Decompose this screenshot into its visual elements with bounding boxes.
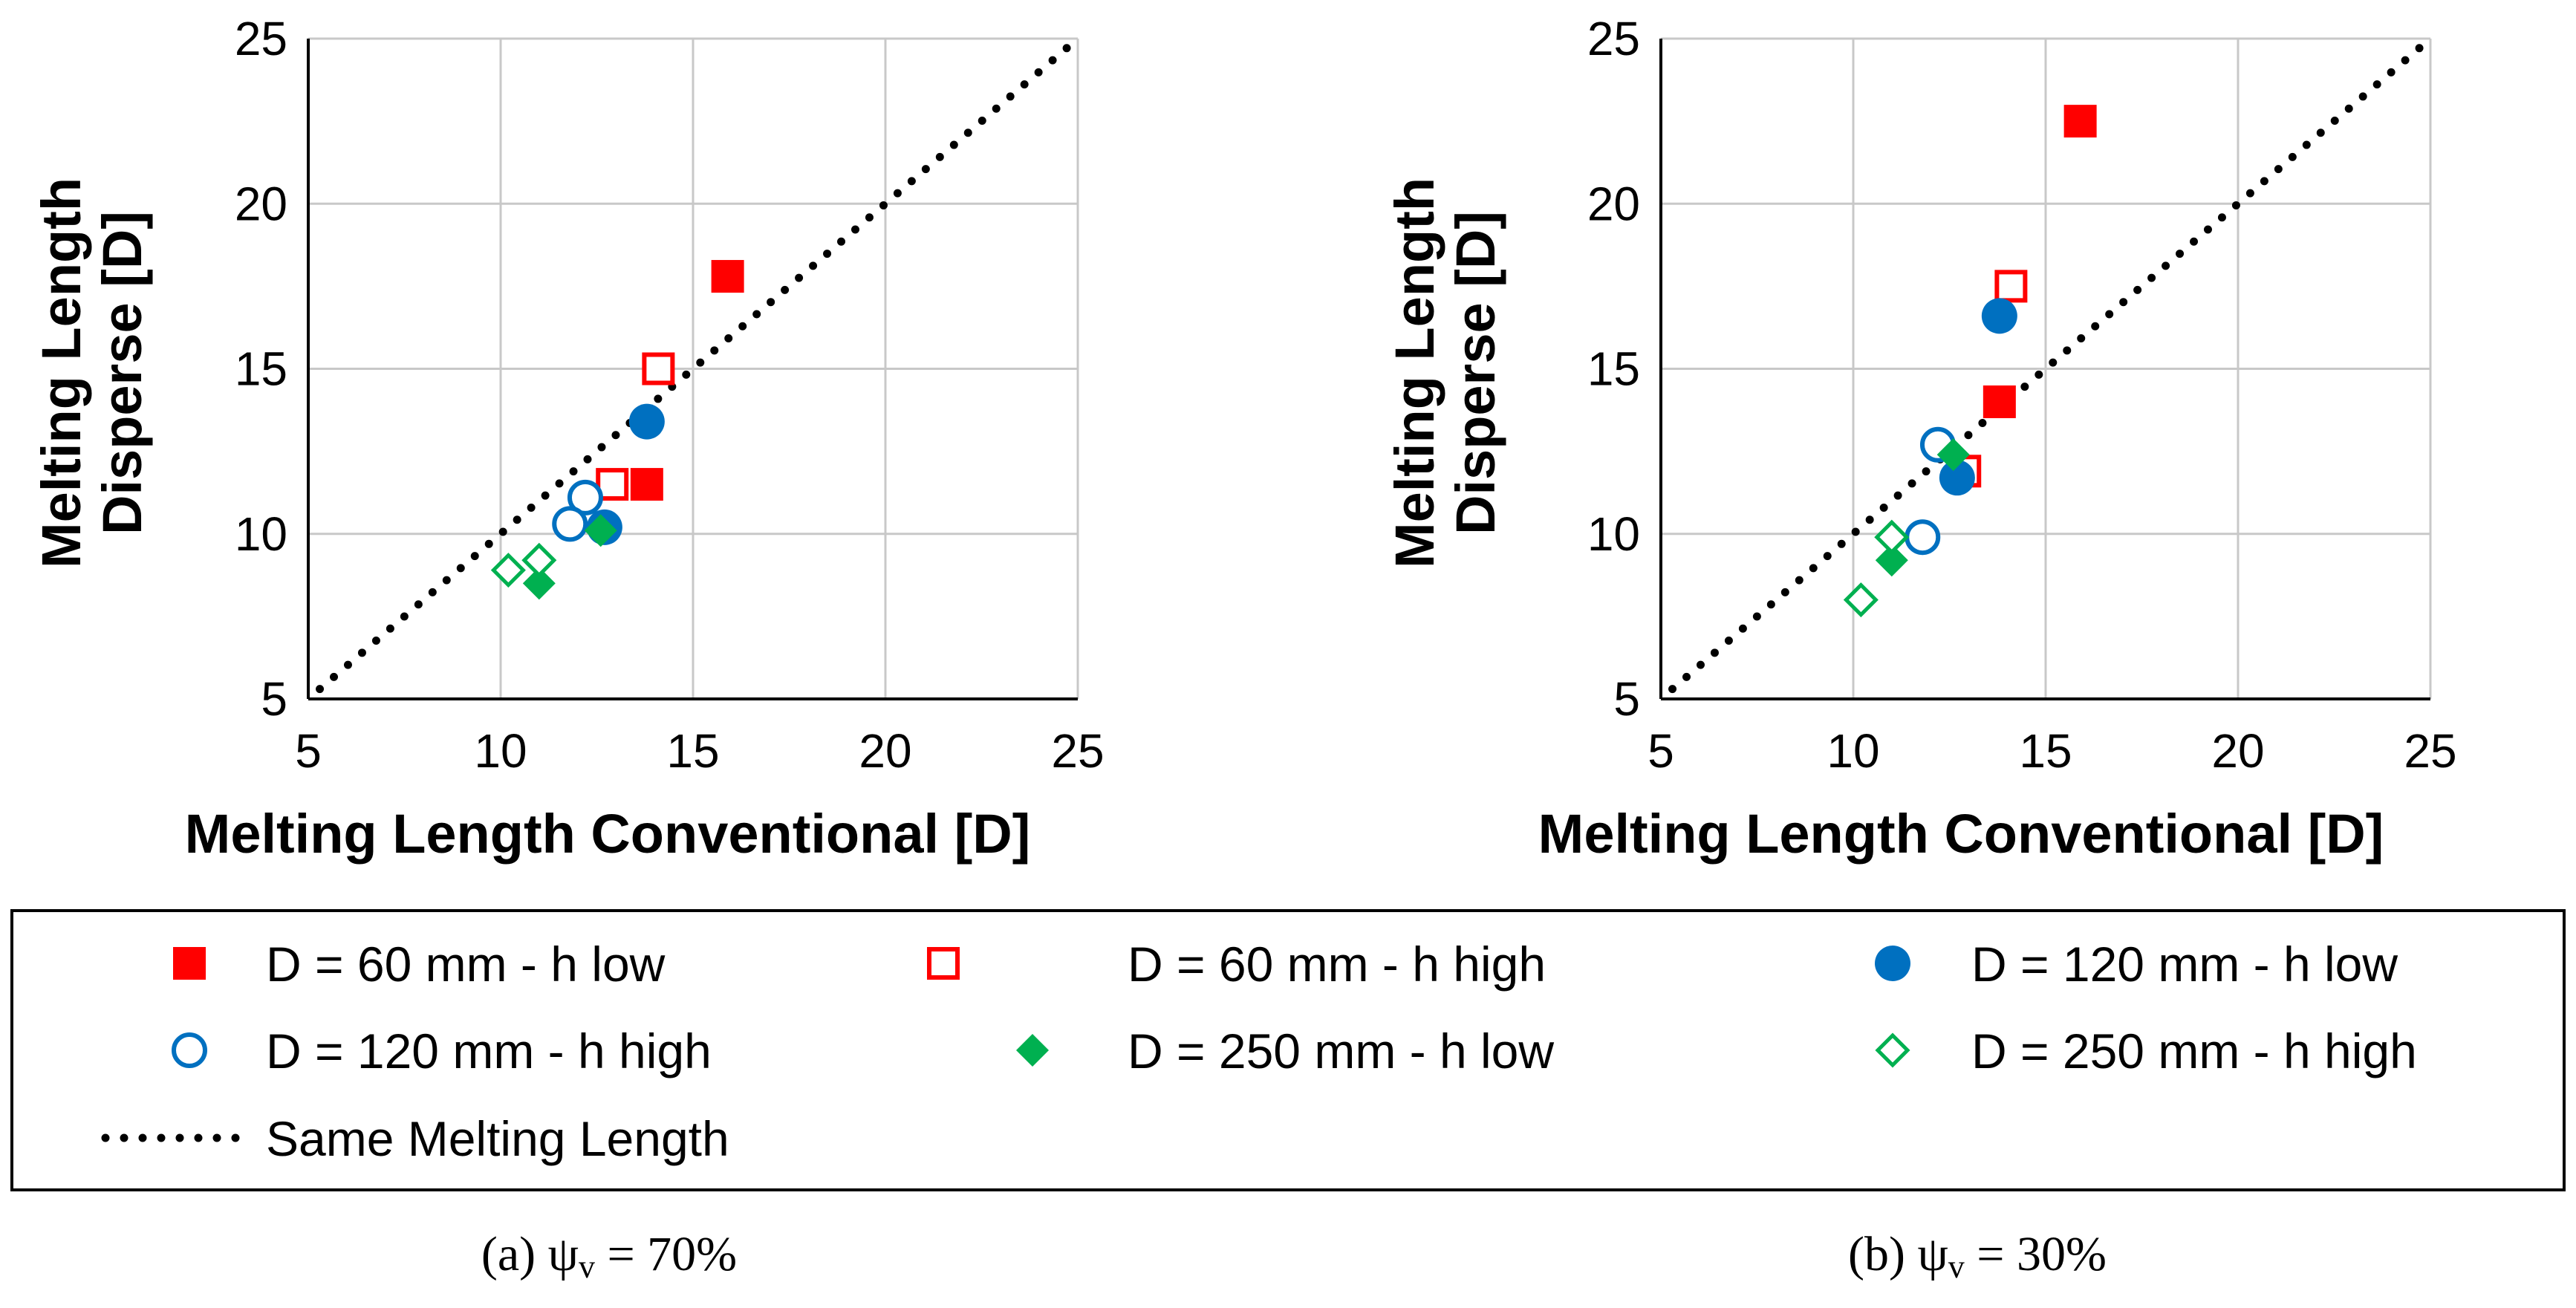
legend-label: D = 250 mm - h high bbox=[1971, 1024, 2417, 1078]
y-tick-label: 10 bbox=[1587, 507, 1640, 561]
legend-item-d250-high: D = 250 mm - h high bbox=[1875, 1024, 2417, 1078]
point-d250-low-2 bbox=[1936, 438, 1970, 472]
data-points-b bbox=[1843, 105, 2097, 618]
x-axis-label-a: Melting Length Conventional [D] bbox=[185, 803, 1031, 865]
legend-label: D = 250 mm - h low bbox=[1128, 1024, 1554, 1078]
x-tick-label: 10 bbox=[1827, 724, 1879, 778]
legend-swatch-d250-low bbox=[1016, 1034, 1049, 1067]
legend: D = 60 mm - h low D = 60 mm - h high D = 1… bbox=[10, 909, 2566, 1191]
tick-labels-a: 5 10 15 20 25 5 10 15 20 25 bbox=[235, 12, 1105, 778]
legend-swatch-d60-low bbox=[173, 947, 206, 980]
legend-label: D = 120 mm - h low bbox=[1971, 937, 2398, 992]
reference-line-a bbox=[316, 34, 1082, 694]
point-d120-high-1 bbox=[567, 479, 603, 515]
x-tick-label: 25 bbox=[2404, 724, 2456, 778]
caption-b-suffix: = 30% bbox=[1965, 1227, 2107, 1281]
legend-label: Same Melting Length bbox=[266, 1111, 729, 1166]
point-d120-low-1 bbox=[1981, 298, 2017, 334]
x-tick-label: 25 bbox=[1051, 724, 1104, 778]
point-d60-high-1 bbox=[1994, 270, 2028, 303]
x-tick-label: 20 bbox=[859, 724, 911, 778]
legend-label: D = 120 mm - h high bbox=[266, 1024, 712, 1078]
point-d60-low-2 bbox=[1983, 385, 2016, 418]
same-melting-length-line bbox=[1668, 34, 2435, 694]
y-tick-label: 25 bbox=[1587, 12, 1640, 65]
x-tick-label: 15 bbox=[666, 724, 719, 778]
point-d60-low-1 bbox=[711, 260, 744, 293]
point-d60-high-2 bbox=[596, 468, 629, 501]
same-melting-length-line bbox=[316, 34, 1082, 694]
point-d60-low-2 bbox=[630, 468, 663, 501]
legend-label: D = 60 mm - h low bbox=[266, 937, 666, 992]
point-d120-high-2 bbox=[552, 506, 588, 542]
caption-b-prefix: (b) ψ bbox=[1848, 1227, 1948, 1281]
legend-item-d120-low: D = 120 mm - h low bbox=[1875, 937, 2398, 992]
legend-item-same: Same Melting Length bbox=[101, 1111, 729, 1166]
point-d60-low-1 bbox=[2063, 105, 2097, 138]
y-tick-label: 5 bbox=[261, 672, 287, 726]
legend-swatch-d120-low bbox=[1875, 946, 1910, 981]
point-d120-high-2 bbox=[1905, 519, 1941, 556]
y-axis-label-line1-a: Melting Length bbox=[30, 178, 92, 568]
legend-frame bbox=[10, 909, 2566, 1191]
point-d60-high-1 bbox=[642, 352, 675, 385]
point-d120-low-1 bbox=[628, 403, 665, 440]
y-tick-label: 5 bbox=[1613, 672, 1640, 726]
y-tick-label: 15 bbox=[1587, 342, 1640, 396]
point-d250-high-1 bbox=[490, 553, 526, 588]
x-tick-label: 5 bbox=[295, 724, 322, 778]
caption-b-subscript: v bbox=[1948, 1249, 1965, 1285]
legend-swatch-d60-high bbox=[927, 947, 960, 980]
y-axis-label-line2-b: Disperse [D] bbox=[1445, 211, 1506, 535]
point-d250-low-2 bbox=[584, 514, 617, 547]
legend-item-d60-high: D = 60 mm - h high bbox=[927, 937, 1546, 992]
caption-a-prefix: (a) ψ bbox=[481, 1227, 579, 1281]
point-d250-high-1 bbox=[1843, 582, 1879, 618]
chart-panel-a: 5 10 15 20 25 5 10 15 20 25 Melting Length Conven… bbox=[30, 12, 1105, 865]
y-tick-label: 25 bbox=[235, 12, 287, 65]
x-tick-label: 10 bbox=[474, 724, 527, 778]
data-points-a bbox=[490, 260, 744, 600]
y-tick-label: 20 bbox=[1587, 177, 1640, 230]
chart-panel-b: 5 10 15 20 25 5 10 15 20 25 Melting Length Conven… bbox=[1384, 12, 2457, 865]
caption-a: (a) ψv = 70% bbox=[481, 1227, 737, 1285]
grid-b bbox=[1659, 37, 2432, 700]
y-axis-label-line2-a: Disperse [D] bbox=[91, 211, 153, 535]
caption-a-subscript: v bbox=[579, 1249, 595, 1285]
point-d250-low-1 bbox=[1875, 544, 1908, 577]
point-d250-high-2 bbox=[1874, 519, 1910, 555]
legend-swatch-d120-high bbox=[172, 1032, 207, 1068]
y-tick-label: 15 bbox=[235, 342, 287, 396]
reference-line-b bbox=[1668, 34, 2435, 694]
caption-a-suffix: = 70% bbox=[595, 1227, 737, 1281]
x-axis-label-b: Melting Length Conventional [D] bbox=[1538, 803, 2384, 865]
legend-item-d250-low: D = 250 mm - h low bbox=[1016, 1024, 1554, 1078]
y-axis-label-line1-b: Melting Length bbox=[1384, 178, 1445, 568]
legend-item-d120-high: D = 120 mm - h high bbox=[172, 1024, 712, 1078]
x-tick-label: 15 bbox=[2019, 724, 2072, 778]
grid-a bbox=[307, 37, 1079, 700]
point-d120-low-2 bbox=[1939, 460, 1975, 496]
legend-item-d60-low: D = 60 mm - h low bbox=[173, 937, 666, 992]
caption-b: (b) ψv = 30% bbox=[1848, 1227, 2107, 1285]
point-d250-low-1 bbox=[522, 567, 556, 600]
tick-labels-b: 5 10 15 20 25 5 10 15 20 25 bbox=[1587, 12, 2457, 778]
legend-entries: D = 60 mm - h low D = 60 mm - h high D = 1… bbox=[101, 937, 2417, 1166]
legend-label: D = 60 mm - h high bbox=[1128, 937, 1546, 992]
x-tick-label: 20 bbox=[2211, 724, 2264, 778]
x-tick-label: 5 bbox=[1648, 724, 1674, 778]
y-tick-label: 10 bbox=[235, 507, 287, 561]
point-d250-high-2 bbox=[521, 542, 557, 578]
legend-swatch-d250-high bbox=[1875, 1032, 1910, 1068]
y-tick-label: 20 bbox=[235, 177, 287, 230]
